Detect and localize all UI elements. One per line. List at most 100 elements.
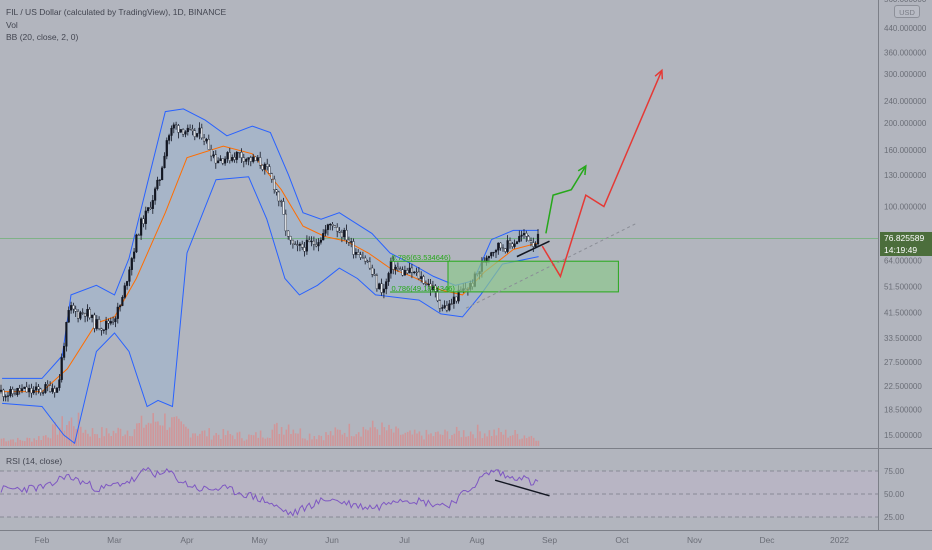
volume-bar xyxy=(311,439,313,446)
volume-bar xyxy=(168,427,171,446)
currency-badge[interactable]: USD xyxy=(894,5,920,18)
candle-body xyxy=(282,201,285,215)
candle-body xyxy=(163,155,166,169)
volume-bar xyxy=(455,426,458,446)
time-tick-label: 2022 xyxy=(830,535,849,545)
volume-bar xyxy=(423,439,425,446)
candle-body xyxy=(385,281,388,290)
volume-bar xyxy=(210,439,213,446)
candle-body xyxy=(72,305,75,310)
volume-bar xyxy=(164,413,166,446)
candle-body xyxy=(174,124,178,126)
volume-bar xyxy=(255,432,257,446)
candle-body xyxy=(263,163,266,170)
volume-bar xyxy=(388,424,390,446)
price-tick-label: 51.500000 xyxy=(884,283,922,292)
candle-body xyxy=(347,239,350,243)
volume-bar xyxy=(87,433,89,446)
candle-body xyxy=(135,234,138,253)
volume-bar xyxy=(336,429,339,446)
volume-bar xyxy=(486,436,488,446)
volume-bar xyxy=(469,431,472,446)
candle-body xyxy=(310,240,313,243)
volume-bar xyxy=(397,428,400,446)
volume-bar xyxy=(52,424,54,446)
candle-body xyxy=(354,251,357,255)
candle-body xyxy=(408,267,411,274)
candle-body xyxy=(160,167,164,181)
candle-body xyxy=(427,283,430,285)
candle-body xyxy=(452,296,455,304)
candle-body xyxy=(284,213,287,232)
volume-bar xyxy=(425,429,428,446)
price-tick-label: 33.500000 xyxy=(884,334,922,343)
candle-body xyxy=(186,127,189,133)
volume-bar xyxy=(360,436,362,446)
candle-body xyxy=(326,224,329,230)
volume-bar xyxy=(98,438,101,446)
current-price-value: 76.825589 xyxy=(884,233,925,243)
volume-bar xyxy=(476,424,479,446)
volume-bar xyxy=(357,432,360,446)
price-tick-label: 300.000000 xyxy=(884,70,927,79)
candle-body xyxy=(69,305,73,311)
volume-bar xyxy=(236,432,239,446)
candle-body xyxy=(324,229,327,234)
candle-body xyxy=(534,243,537,247)
candle-body xyxy=(65,322,68,347)
volume-bar xyxy=(68,421,70,446)
candle-body xyxy=(331,223,334,226)
rsi-tick-label: 75.00 xyxy=(884,467,905,476)
candle-body xyxy=(291,239,294,245)
volume-bar xyxy=(402,434,404,446)
volume-bar xyxy=(243,440,246,446)
candle-body xyxy=(361,257,364,259)
candle-body xyxy=(525,233,528,237)
bollinger-lower-line xyxy=(2,176,539,445)
candle-body xyxy=(107,320,110,324)
volume-bar xyxy=(82,432,84,446)
volume-bar xyxy=(105,428,108,446)
candle-body xyxy=(46,384,49,386)
candle-body xyxy=(410,267,413,273)
candle-body xyxy=(315,244,318,247)
volume-bar xyxy=(194,433,196,446)
volume-bar xyxy=(514,430,516,446)
candle-body xyxy=(429,283,432,290)
volume-bar xyxy=(266,437,269,446)
volume-bar xyxy=(301,438,304,446)
candle-body xyxy=(515,241,519,244)
time-tick-label: Apr xyxy=(180,535,193,545)
bollinger-basis-line xyxy=(2,145,539,393)
candle-body xyxy=(305,239,308,252)
candle-body xyxy=(242,157,245,162)
candle-body xyxy=(79,312,82,319)
volume-bar xyxy=(171,417,173,446)
volume-bar xyxy=(439,434,442,446)
volume-bar xyxy=(362,426,365,446)
candle-body xyxy=(382,288,385,293)
volume-bar xyxy=(420,435,423,446)
candle-body xyxy=(247,157,250,160)
candle-body xyxy=(522,233,526,236)
volume-bar xyxy=(332,435,334,446)
candle-body xyxy=(142,218,145,224)
candle-body xyxy=(252,156,255,162)
candle-body xyxy=(406,270,409,274)
volume-bar xyxy=(150,423,152,446)
candle-body xyxy=(511,243,514,247)
candle-body xyxy=(172,124,175,129)
volume-bar xyxy=(278,434,281,446)
volume-bar xyxy=(327,434,330,446)
volume-bar xyxy=(112,430,115,446)
volume-bar xyxy=(115,433,117,446)
candle-body xyxy=(88,309,91,318)
volume-bar xyxy=(152,413,154,446)
candle-body xyxy=(191,129,194,131)
volume-bar xyxy=(63,430,66,446)
volume-bar xyxy=(35,440,38,446)
candle-body xyxy=(317,242,320,247)
volume-bar xyxy=(201,430,203,446)
